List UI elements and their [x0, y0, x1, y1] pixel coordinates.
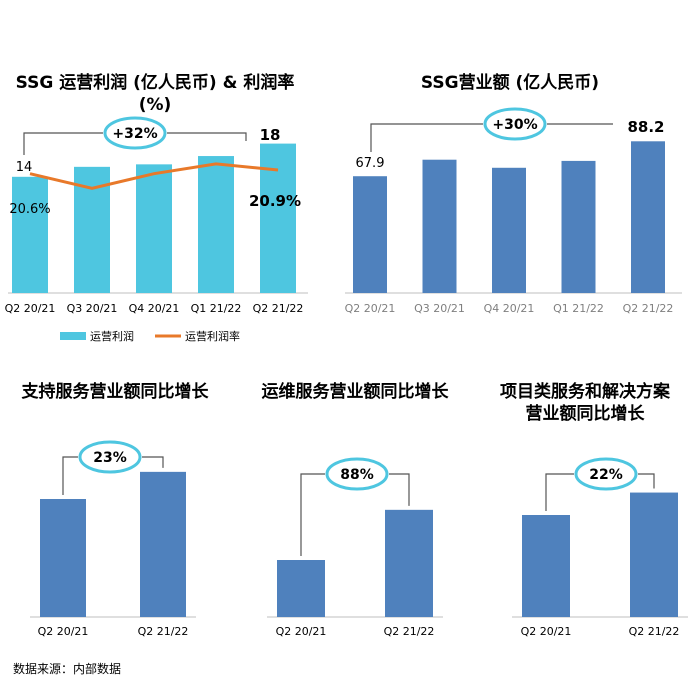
chart2-growth-badge-ellipse — [483, 107, 547, 141]
chart2-label-first-bar: 67.9 — [356, 156, 385, 171]
chart1-bar-2 — [136, 164, 172, 293]
chart1-bracket-left — [23, 132, 103, 155]
chart2-label-last-bar: 88.2 — [627, 118, 664, 136]
chart2-bar-1 — [422, 159, 457, 293]
chart5-bracket-left — [545, 473, 574, 511]
chart2-xtick-3: Q1 21/22 — [553, 302, 604, 315]
chart1-xtick-0: Q2 20/21 — [5, 302, 56, 315]
chart4-growth-badge-ellipse — [325, 457, 389, 491]
chart5-xtick-1: Q2 21/22 — [629, 625, 680, 638]
chart1-growth-badge-ellipse — [103, 116, 167, 150]
chart1-xtick-4: Q2 21/22 — [253, 302, 304, 315]
chart1-growth-badge-label: +32% — [112, 126, 157, 142]
chart5-bar-1 — [630, 492, 678, 617]
chart3-bracket-right — [142, 456, 164, 468]
chart2-bar-0 — [353, 176, 387, 293]
chart2-xtick-4: Q2 21/22 — [623, 302, 674, 315]
chart4-bar-0 — [277, 560, 325, 617]
chart1-label-last-bar: 18 — [260, 126, 281, 144]
chart1-bracket-right — [167, 132, 247, 141]
chart4-bracket-left — [300, 473, 325, 556]
chart1-xtick-3: Q1 21/22 — [191, 302, 242, 315]
chart5-title-line1: 项目类服务和解决方案 — [500, 382, 670, 402]
chart2-xtick-2: Q4 20/21 — [484, 302, 535, 315]
chart4-title: 运维服务营业额同比增长 — [261, 382, 449, 402]
chart2-bar-2 — [492, 167, 526, 293]
chart1-label-first-bar: 14 — [16, 160, 33, 175]
chart2-growth-badge-label: +30% — [492, 117, 537, 133]
chart4-bracket-right — [389, 473, 410, 506]
chart3-xtick-1: Q2 21/22 — [138, 625, 189, 638]
chart2-bar-3 — [561, 160, 596, 293]
chart4-growth-badge-label: 88% — [340, 467, 374, 483]
chart1-legend-bar-label: 运营利润 — [90, 329, 134, 343]
chart1-xtick-2: Q4 20/21 — [129, 302, 180, 315]
chart1-legend-bar-swatch — [60, 332, 86, 340]
chart1-margin-line — [29, 162, 279, 190]
chart3-bar-1 — [140, 471, 186, 617]
chart3-bar-0 — [40, 499, 86, 617]
chart5-bracket-right — [638, 473, 655, 489]
chart1-title: SSG 运营利润 (亿人民币) & 利润率 (%) — [0, 72, 310, 116]
chart4-xtick-0: Q2 20/21 — [276, 625, 327, 638]
chart3-bracket-left — [62, 456, 78, 495]
chart1-label-first-line: 20.6% — [9, 202, 50, 217]
chart5-title-line2: 营业额同比增长 — [525, 404, 645, 424]
chart4-xtick-1: Q2 21/22 — [384, 625, 435, 638]
chart4-bar-1 — [385, 509, 433, 617]
chart1-bar-0 — [12, 176, 48, 293]
chart3-xtick-0: Q2 20/21 — [38, 625, 89, 638]
chart3-growth-badge-label: 23% — [93, 450, 127, 466]
chart3-title: 支持服务营业额同比增长 — [21, 382, 209, 402]
chart1-bar-4 — [260, 143, 296, 293]
chart1-legend-line-label: 运营利润率 — [185, 329, 240, 343]
chart1-xtick-1: Q3 20/21 — [67, 302, 118, 315]
chart5-bar-0 — [522, 515, 570, 617]
chart5-growth-badge-label: 22% — [589, 467, 623, 483]
chart2-xtick-1: Q3 20/21 — [414, 302, 465, 315]
source-note: 数据来源：内部数据 — [13, 662, 122, 676]
chart2-title: SSG营业额 (亿人民币) — [420, 73, 600, 93]
chart1-title-text: SSG 运营利润 (亿人民币) & 利润率 (%) — [15, 73, 295, 115]
chart5-xtick-0: Q2 20/21 — [521, 625, 572, 638]
chart2-xtick-0: Q2 20/21 — [345, 302, 396, 315]
chart3-growth-badge-ellipse — [78, 440, 142, 474]
chart1-bar-3 — [198, 156, 234, 293]
chart2-bar-4 — [631, 141, 665, 293]
chart1-label-last-line: 20.9% — [249, 192, 301, 210]
chart5-growth-badge-ellipse — [574, 457, 638, 491]
chart2-bracket-left — [370, 123, 483, 152]
